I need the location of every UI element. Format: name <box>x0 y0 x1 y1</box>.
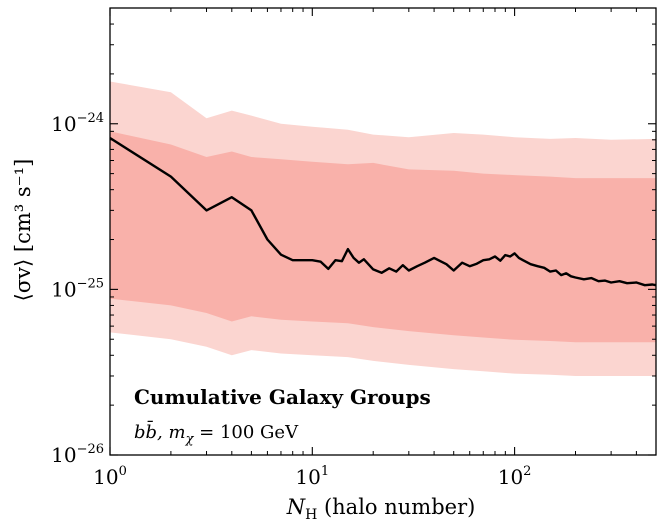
plot-frame <box>109 7 657 456</box>
x-tick-label: 101 <box>295 464 329 489</box>
axis-ticks: 100 101 102 10−26 10−25 10−24 <box>51 7 657 489</box>
x-tick-label: 102 <box>498 464 532 489</box>
chart-subtitle: bb̄, mχ = 100 GeV <box>134 419 299 447</box>
median-line-layer <box>109 136 657 287</box>
confidence-bands <box>110 81 656 376</box>
y-tick-label: 10−24 <box>51 111 104 136</box>
inner-band <box>110 131 656 343</box>
y-tick-label: 10−25 <box>51 276 104 301</box>
x-tick-label: 100 <box>93 464 127 489</box>
chart-title: Cumulative Galaxy Groups <box>134 385 431 409</box>
median-line <box>109 136 657 287</box>
y-tick-label: 10−26 <box>51 442 104 467</box>
x-axis-label: NH (halo number) <box>286 495 476 523</box>
y-axis-label: ⟨σv⟩ [cm³ s⁻¹] <box>11 159 35 302</box>
